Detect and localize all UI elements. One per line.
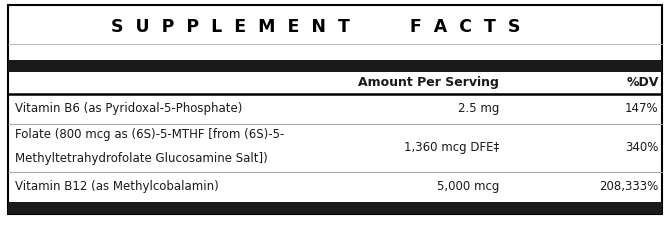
Text: 2.5 mg: 2.5 mg	[458, 102, 499, 116]
Text: 5,000 mcg: 5,000 mcg	[437, 181, 499, 193]
Bar	[8, 5, 662, 214]
Text: Methyltetrahydrofolate Glucosamine Salt]): Methyltetrahydrofolate Glucosamine Salt]…	[15, 152, 267, 165]
Text: 147%: 147%	[625, 102, 659, 116]
Text: Vitamin B6 (as Pyridoxal-5-Phosphate): Vitamin B6 (as Pyridoxal-5-Phosphate)	[15, 102, 242, 116]
Text: %DV: %DV	[626, 76, 659, 90]
Text: 1,360 mcg DFE‡: 1,360 mcg DFE‡	[404, 141, 499, 155]
Text: Folate (800 mcg as (6S)-5-MTHF [from (6S)-5-: Folate (800 mcg as (6S)-5-MTHF [from (6S…	[15, 128, 284, 141]
Text: 208,333%: 208,333%	[600, 181, 659, 193]
Bar	[8, 202, 662, 214]
Text: Amount Per Serving: Amount Per Serving	[358, 76, 499, 90]
Text: S  U  P  P  L  E  M  E  N  T          F  A  C  T  S: S U P P L E M E N T F A C T S	[111, 19, 520, 36]
Text: Vitamin B12 (as Methylcobalamin): Vitamin B12 (as Methylcobalamin)	[15, 181, 218, 193]
Text: 340%: 340%	[625, 141, 659, 155]
Text: Serving Size: 1 Tablet: Serving Size: 1 Tablet	[15, 62, 135, 72]
Bar	[8, 60, 662, 72]
